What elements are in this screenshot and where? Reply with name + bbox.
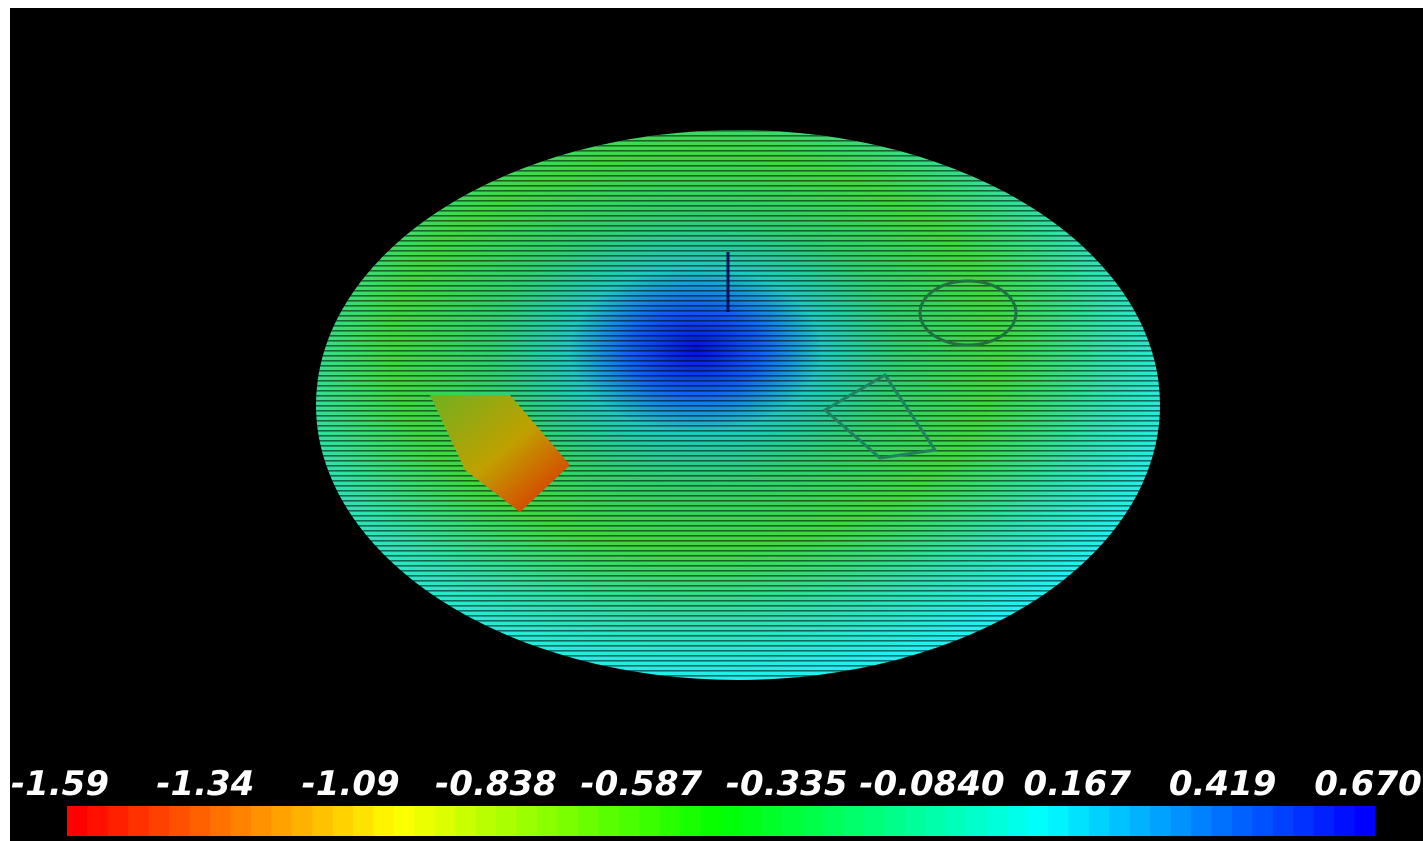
colorbar-step xyxy=(782,806,804,836)
colorbar-label: -1.34 xyxy=(156,764,254,804)
colorbar-step xyxy=(802,806,824,836)
colorbar-step xyxy=(1211,806,1233,836)
colorbar-step xyxy=(496,806,518,836)
colorbar-step xyxy=(966,806,988,836)
colorbar-step xyxy=(618,806,640,836)
colorbar-label: -0.0840 xyxy=(859,764,1004,804)
colorbar-step xyxy=(598,806,620,836)
colorbar-step xyxy=(721,806,743,836)
colorbar-step xyxy=(312,806,334,836)
colorbar-step xyxy=(394,806,416,836)
colorbar-label: -0.335 xyxy=(726,764,848,804)
cavity xyxy=(430,395,570,512)
colorbar-step xyxy=(1334,806,1356,836)
colorbar-step xyxy=(864,806,886,836)
emboss-circle xyxy=(918,279,1018,347)
colorbar-step xyxy=(577,806,599,836)
colorbar-step xyxy=(639,806,661,836)
colorbar-step xyxy=(1150,806,1172,836)
colorbar-step xyxy=(271,806,293,836)
colorbar-step xyxy=(700,806,722,836)
colorbar-step xyxy=(1170,806,1192,836)
colorbar-step xyxy=(250,806,272,836)
colorbar-label: 0.670 xyxy=(1314,764,1422,804)
colorbar-label: 0.419 xyxy=(1169,764,1277,804)
colorbar-step xyxy=(67,806,89,836)
colorbar-step xyxy=(986,806,1008,836)
colorbar-step xyxy=(1252,806,1274,836)
colorbar-step xyxy=(1109,806,1131,836)
colorbar-step xyxy=(414,806,436,836)
colorbar-step xyxy=(741,806,763,836)
colorbar-step xyxy=(1293,806,1315,836)
colorbar-step xyxy=(925,806,947,836)
point-cloud xyxy=(316,130,1160,680)
colorbar-step xyxy=(537,806,559,836)
colorbar-step xyxy=(434,806,456,836)
colorbar-step xyxy=(823,806,845,836)
colorbar-step xyxy=(1272,806,1294,836)
colorbar-step xyxy=(1231,806,1253,836)
colorbar-step xyxy=(1088,806,1110,836)
colorbar-step xyxy=(353,806,375,836)
colorbar-step xyxy=(1007,806,1029,836)
colorbar-label: 0.167 xyxy=(1024,764,1132,804)
colorbar xyxy=(67,806,1376,836)
colorbar-step xyxy=(843,806,865,836)
colorbar-step xyxy=(87,806,109,836)
colorbar-label: -1.09 xyxy=(302,764,400,804)
colorbar-step xyxy=(230,806,252,836)
colorbar-step xyxy=(169,806,191,836)
colorbar-step xyxy=(945,806,967,836)
colorbar-step xyxy=(557,806,579,836)
colorbar-label: -0.838 xyxy=(435,764,557,804)
colorbar-step xyxy=(455,806,477,836)
colorbar-label: -0.587 xyxy=(581,764,703,804)
colorbar-step xyxy=(291,806,313,836)
colorbar-step xyxy=(475,806,497,836)
colorbar-step xyxy=(373,806,395,836)
colorbar-step xyxy=(332,806,354,836)
colorbar-step xyxy=(1068,806,1090,836)
colorbar-label: -1.59 xyxy=(11,764,109,804)
colorbar-step xyxy=(1129,806,1151,836)
colorbar-step xyxy=(189,806,211,836)
colorbar-step xyxy=(1048,806,1070,836)
colorbar-step xyxy=(1313,806,1335,836)
colorbar-step xyxy=(680,806,702,836)
colorbar-step xyxy=(904,806,926,836)
colorbar-step xyxy=(761,806,783,836)
colorbar-step xyxy=(1027,806,1049,836)
colorbar-step xyxy=(210,806,232,836)
colorbar-step xyxy=(884,806,906,836)
colorbar-step xyxy=(1354,806,1376,836)
colorbar-step xyxy=(107,806,129,836)
colorbar-step xyxy=(1191,806,1213,836)
colorbar-step xyxy=(128,806,150,836)
colorbar-step xyxy=(516,806,538,836)
emboss-triangle xyxy=(822,372,938,460)
colorbar-step xyxy=(659,806,681,836)
colorbar-labels: -1.59 -1.34 -1.09 -0.838 -0.587 -0.335 -0.0840… xyxy=(11,764,1422,804)
colorbar-step xyxy=(148,806,170,836)
